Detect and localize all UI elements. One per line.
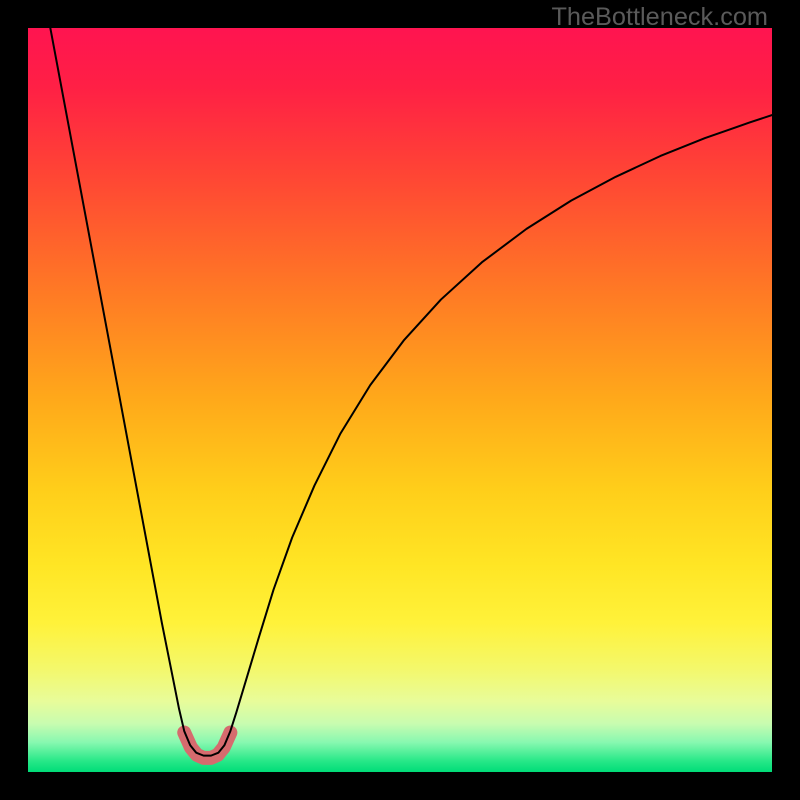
chart-frame-border bbox=[0, 0, 800, 800]
stage: TheBottleneck.com bbox=[0, 0, 800, 800]
watermark-label: TheBottleneck.com bbox=[551, 3, 768, 32]
